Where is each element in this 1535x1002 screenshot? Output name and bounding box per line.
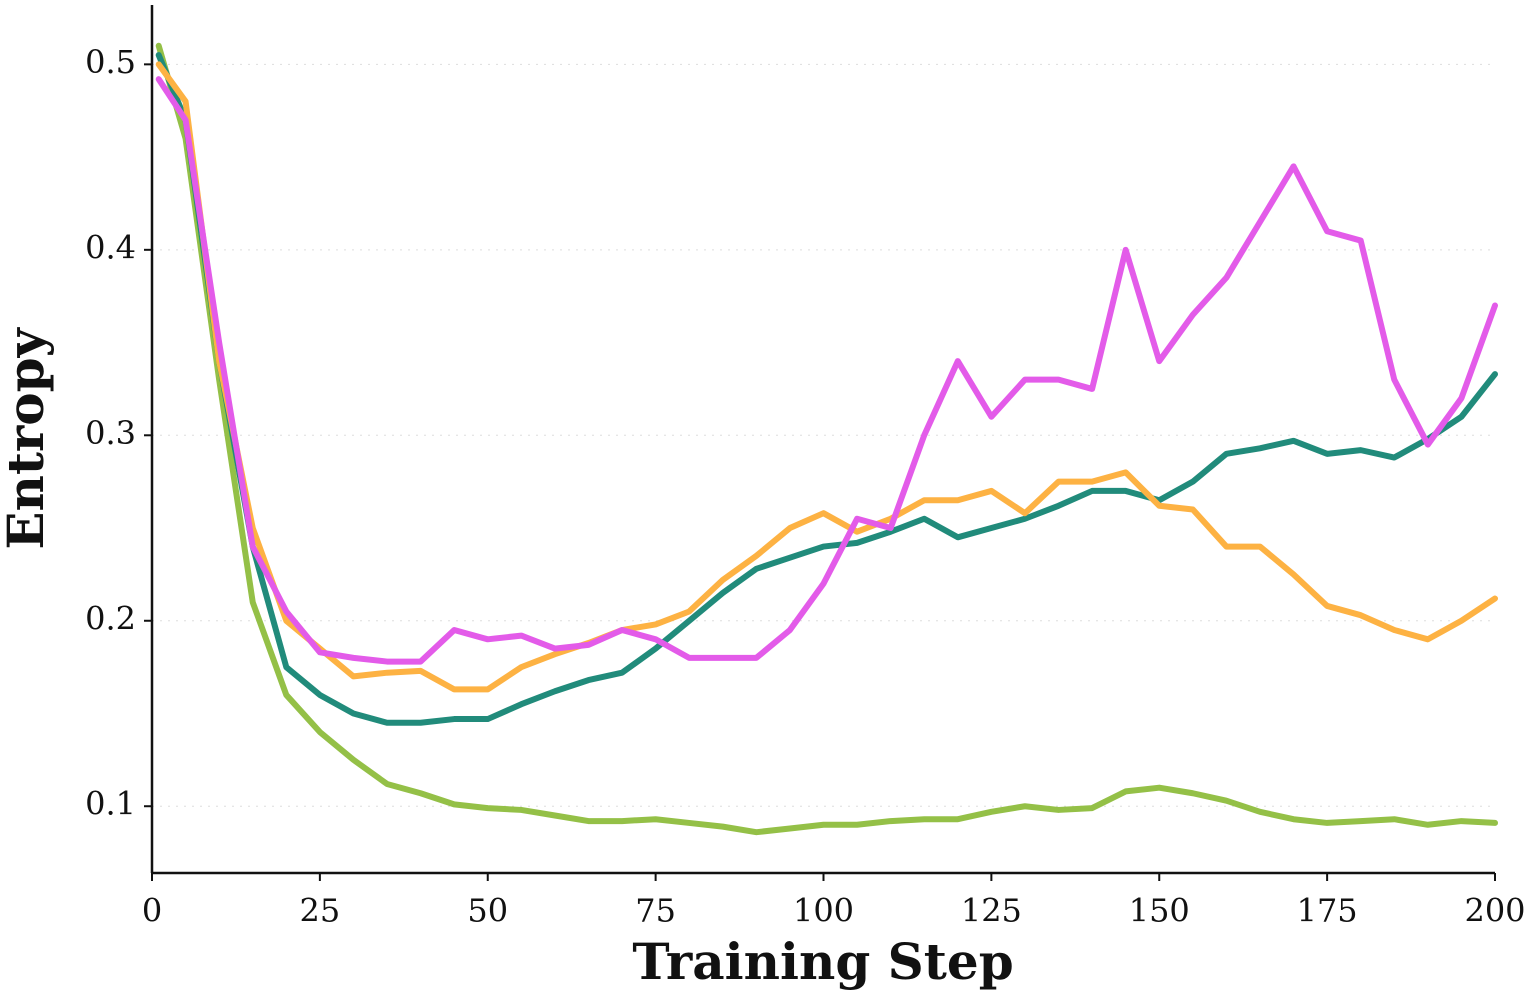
x-tick-label: 175 <box>1297 892 1358 930</box>
x-tick-label: 75 <box>635 892 676 930</box>
data-line <box>155 76 1498 665</box>
x-tick-label: 200 <box>1464 892 1525 930</box>
x-tick-label: 25 <box>300 892 341 930</box>
y-tick-label: 0.5 <box>85 43 136 81</box>
x-tick-label: 100 <box>793 892 854 930</box>
y-tick-label: 0.2 <box>85 599 136 637</box>
y-axis-label: Entropy <box>0 326 55 549</box>
x-axis-label: Training Step <box>632 932 1013 991</box>
x-tick-label: 125 <box>961 892 1022 930</box>
data-line <box>155 61 1498 693</box>
x-tick-label: 50 <box>467 892 508 930</box>
data-line <box>155 42 1498 836</box>
x-tick-label: 150 <box>1129 892 1190 930</box>
x-tick-label: 0 <box>142 892 162 930</box>
y-tick-label: 0.4 <box>85 228 136 266</box>
data-line <box>155 52 1498 726</box>
y-tick-label: 0.3 <box>85 414 136 452</box>
y-tick-label: 0.1 <box>85 785 136 823</box>
